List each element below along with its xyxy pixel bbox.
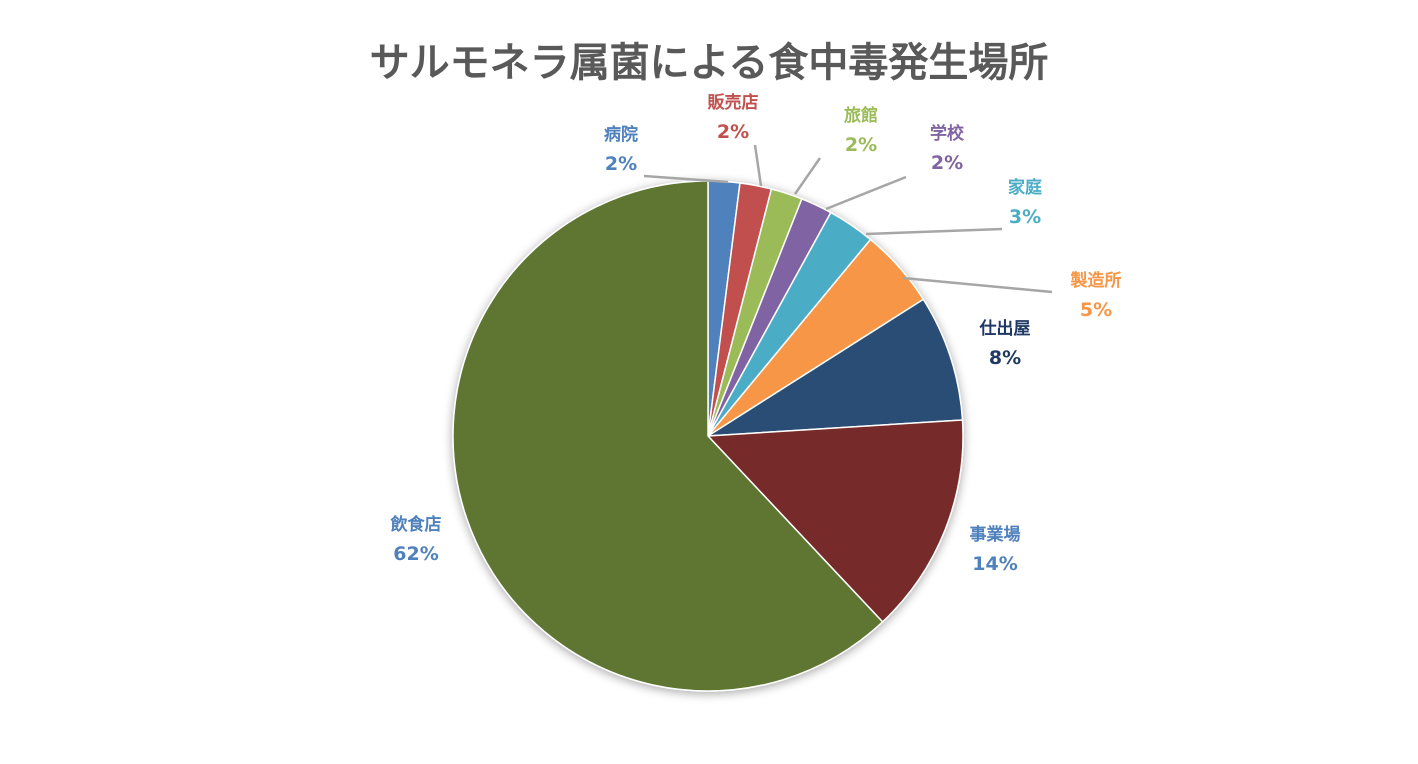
slice-label-value-9: 62%: [393, 543, 438, 565]
slice-label-name-1: 病院: [604, 124, 638, 145]
pie-slices: [452, 180, 964, 692]
slice-label-name-7: 仕出屋: [979, 318, 1031, 339]
slice-label-value-4: 2%: [931, 152, 963, 174]
leader-line-5: [865, 227, 1003, 236]
leader-line-6: [902, 276, 1053, 294]
slice-label-name-3: 旅館: [844, 105, 878, 126]
leader-line-4: [825, 175, 907, 211]
slice-label-value-1: 2%: [605, 153, 637, 175]
slice-label-name-6: 製造所: [1070, 270, 1122, 291]
data-labels: 病院 2% 販売店 2% 旅館 2% 学校 2% 家庭 3% 製造所 5% 仕出屋 8% 事業場 14% 飲食店…: [390, 92, 1122, 575]
slice-label-value-8: 14%: [972, 553, 1017, 575]
pie-slice-8: [706, 419, 964, 623]
slice-label-name-4: 学校: [930, 123, 965, 144]
pie-slice-9: [452, 180, 884, 692]
leader-line-3: [793, 157, 822, 195]
slice-label-value-2: 2%: [717, 121, 749, 143]
slice-label-name-8: 事業場: [970, 524, 1021, 545]
slice-label-value-5: 3%: [1009, 206, 1041, 228]
leader-line-2: [753, 144, 763, 187]
slice-label-value-7: 8%: [989, 347, 1021, 369]
chart-title: サルモネラ属菌による食中毒発生場所: [369, 40, 1049, 86]
pie-slice-7: [707, 298, 964, 437]
leader-lines: [643, 144, 1053, 294]
slice-label-value-6: 5%: [1080, 299, 1112, 321]
slice-label-value-3: 2%: [845, 134, 877, 156]
slice-label-name-5: 家庭: [1008, 177, 1042, 198]
slice-label-name-9: 飲食店: [390, 514, 442, 535]
slice-label-name-2: 販売店: [708, 92, 759, 113]
leader-line-1: [643, 174, 729, 184]
